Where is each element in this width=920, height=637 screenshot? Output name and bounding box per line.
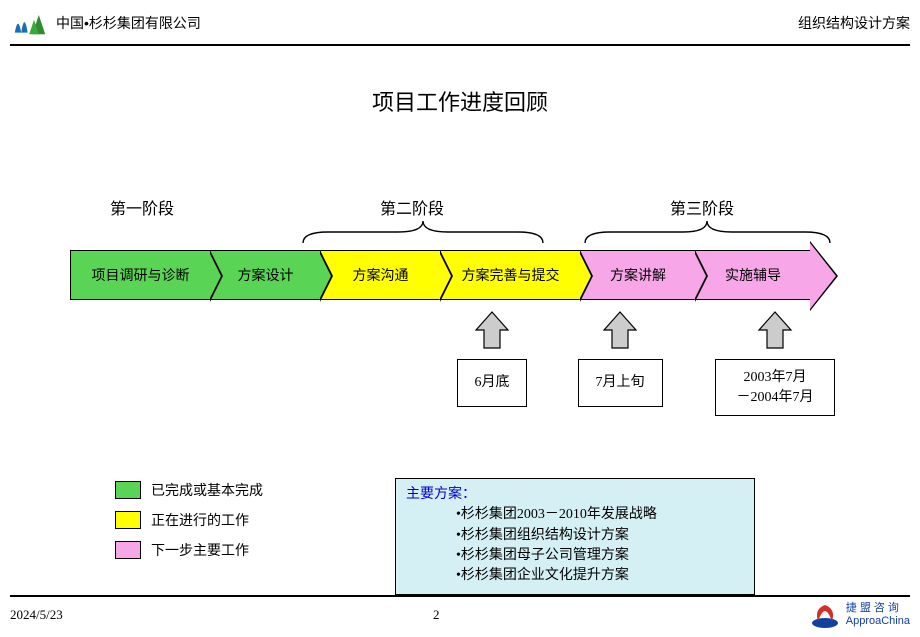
arrow-segment-label: 项目调研与诊断 — [86, 265, 196, 285]
consultancy-en: ApproaChina — [846, 615, 910, 628]
arrow-segment: 实施辅导 — [695, 250, 810, 300]
plan-box: 主要方案：•杉杉集团2003－2010年发展战略•杉杉集团组织结构设计方案•杉杉… — [395, 478, 755, 595]
legend-label: 正在进行的工作 — [151, 510, 249, 530]
plan-item: •杉杉集团母子公司管理方案 — [406, 546, 744, 566]
arrow-segment: 项目调研与诊断 — [70, 250, 210, 300]
header: 中国•杉杉集团有限公司 组织结构设计方案 — [10, 8, 910, 46]
legend-item: 正在进行的工作 — [115, 510, 263, 530]
consultancy-cn: 捷 盟 咨 询 — [846, 602, 910, 615]
footer: 2024/5/23 2 捷 盟 咨 询 ApproaChina — [10, 595, 910, 629]
callout: 2003年7月－2004年7月 — [715, 310, 835, 416]
arrow-segment: 方案沟通 — [320, 250, 440, 300]
footer-page-number: 2 — [433, 607, 440, 623]
callout: 7月上旬 — [578, 310, 663, 407]
plan-item: •杉杉集团2003－2010年发展战略 — [406, 505, 744, 525]
footer-logo: 捷 盟 咨 询 ApproaChina — [810, 601, 910, 629]
footer-date: 2024/5/23 — [10, 607, 63, 623]
callout-label: 2003年7月－2004年7月 — [715, 359, 835, 416]
phase-label-1: 第一阶段 — [110, 195, 174, 219]
callout-label: 7月上旬 — [578, 359, 663, 407]
arrow-segment: 方案完善与提交 — [440, 250, 580, 300]
plan-box-title: 主要方案： — [406, 485, 744, 505]
plan-item: •杉杉集团组织结构设计方案 — [406, 526, 744, 546]
legend-label: 已完成或基本完成 — [151, 480, 263, 500]
legend-swatch — [115, 541, 141, 559]
arrow-segment-label: 实施辅导 — [719, 265, 787, 285]
callout-label: 6月底 — [457, 359, 527, 407]
arrow-segment-label: 方案完善与提交 — [456, 265, 566, 285]
company-logo-icon — [10, 8, 50, 38]
phase-label-3: 第三阶段 — [670, 195, 734, 219]
legend-item: 下一步主要工作 — [115, 540, 263, 560]
up-arrow-icon — [755, 310, 795, 350]
legend-label: 下一步主要工作 — [151, 540, 249, 560]
arrow-segment-label: 方案设计 — [232, 265, 300, 285]
legend: 已完成或基本完成正在进行的工作下一步主要工作 — [115, 480, 263, 570]
legend-item: 已完成或基本完成 — [115, 480, 263, 500]
legend-swatch — [115, 511, 141, 529]
arrow-segment: 方案设计 — [210, 250, 320, 300]
plan-item: •杉杉集团企业文化提升方案 — [406, 566, 744, 586]
brace-phase-2 — [298, 218, 548, 246]
brace-phase-3 — [580, 218, 835, 246]
page-title: 项目工作进度回顾 — [0, 85, 920, 117]
arrow-segment-label: 方案沟通 — [347, 265, 415, 285]
header-left: 中国•杉杉集团有限公司 — [10, 8, 201, 38]
consultancy-logo-icon — [810, 601, 840, 629]
up-arrow-icon — [472, 310, 512, 350]
company-name: 中国•杉杉集团有限公司 — [56, 13, 201, 33]
document-title: 组织结构设计方案 — [798, 13, 910, 33]
arrow-segment-label: 方案讲解 — [604, 265, 672, 285]
up-arrow-icon — [600, 310, 640, 350]
callout: 6月底 — [457, 310, 527, 407]
arrow-segment: 方案讲解 — [580, 250, 695, 300]
legend-swatch — [115, 481, 141, 499]
arrow-sequence: 项目调研与诊断 方案设计 方案沟通 方案完善与提交 方案讲解 实施辅导 — [70, 250, 810, 300]
phase-label-2: 第二阶段 — [380, 195, 444, 219]
